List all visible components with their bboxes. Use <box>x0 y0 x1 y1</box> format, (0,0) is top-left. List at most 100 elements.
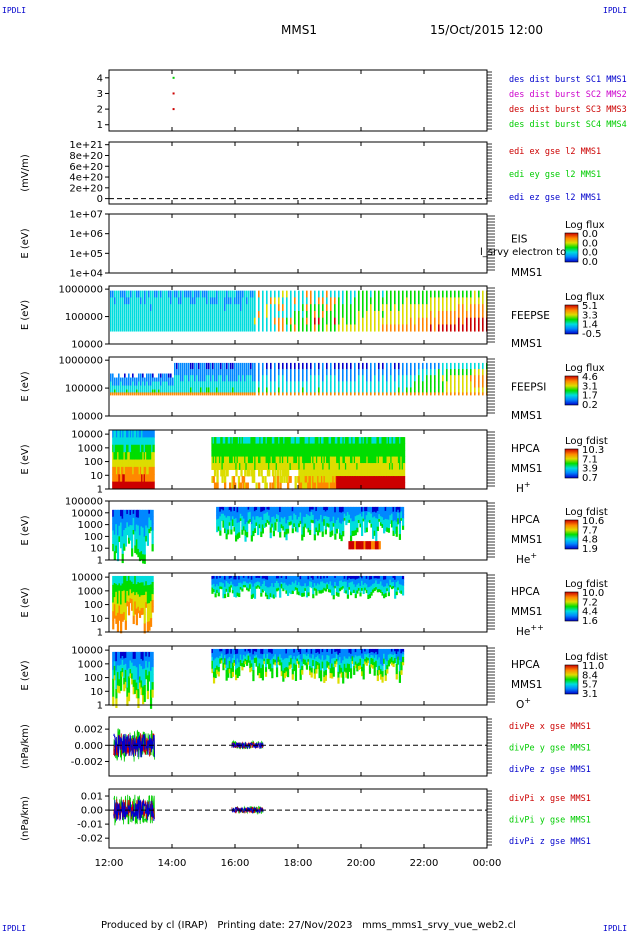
feepse-cell <box>164 290 166 298</box>
hpca-he2-cell <box>263 588 266 591</box>
hpca-h-cell <box>124 481 128 490</box>
hpca-h-cell <box>220 456 223 464</box>
feepse-cell <box>252 304 254 312</box>
hpca-he2-cell <box>271 583 274 588</box>
hpca-o-cell <box>211 656 214 662</box>
feepse-cell <box>422 317 424 325</box>
hpca-he-cell <box>238 527 241 533</box>
hpca-he2-cell <box>312 586 315 591</box>
hpca-h-cell <box>264 443 267 451</box>
hpca-o-cell <box>233 654 236 658</box>
hpca-he2-cell <box>320 584 323 588</box>
hpca-h-cell <box>126 430 129 438</box>
hpca-h-cell <box>355 476 358 483</box>
hpca-he-cell <box>235 506 238 513</box>
hpca-o-cell <box>145 651 148 657</box>
hpca-he-cell <box>275 514 279 517</box>
hpca-he2-cell <box>214 579 217 584</box>
hpca-o-cell <box>216 661 219 666</box>
hpca-h-cell <box>302 463 305 470</box>
feepse-cell <box>244 297 246 305</box>
hpca-h-cell <box>303 469 306 477</box>
hpca-he2-cell <box>121 591 124 600</box>
feepsi-cell <box>184 369 186 376</box>
feepse-cell <box>132 297 134 305</box>
hpca-he-cell <box>368 517 372 521</box>
hpca-h-cell <box>117 437 120 446</box>
hpca-h-cell <box>221 450 224 457</box>
hpca-he-cell <box>151 509 154 518</box>
hpca-he2-cell <box>340 587 343 590</box>
hpca-he-cell <box>378 509 381 513</box>
feepse-cell <box>248 304 250 312</box>
hpca-h-cell <box>344 482 348 490</box>
hpca-he2-cell <box>148 575 151 586</box>
hpca-he2-cell <box>362 584 365 589</box>
hpca-h-cell <box>211 450 214 457</box>
hpca-he2-cell <box>140 588 143 596</box>
hpca-h-cell <box>323 476 326 483</box>
feepsi-cell <box>458 369 460 376</box>
hpca-h-cell <box>240 437 243 444</box>
hpca-h-cell <box>234 437 237 444</box>
hpca-he-hot-cell <box>372 541 376 550</box>
hpca-h-cell <box>389 443 392 451</box>
feepse-cell <box>342 304 344 312</box>
feepsi-cell <box>326 387 328 394</box>
hpca-he2-cell <box>228 581 231 585</box>
hpca-h-cell <box>232 456 236 464</box>
feepse-cell <box>370 317 372 325</box>
hpca-o-cell <box>236 653 239 659</box>
hpca-h-cell <box>133 444 136 453</box>
hpca-h-cell <box>148 459 151 468</box>
feepsi-cell <box>298 387 300 394</box>
hpca-h-cell <box>375 469 378 477</box>
hpca-he-cell <box>146 515 149 523</box>
feepse-cell <box>168 297 170 305</box>
hpca-he-cell <box>359 516 362 521</box>
feepsi-cell <box>164 385 166 390</box>
feepse-cell <box>426 310 428 319</box>
hpca-h-cell <box>244 437 247 444</box>
hpca-he2-cell <box>253 594 257 599</box>
hpca-he2-cell <box>264 582 268 587</box>
hpca-h-cell <box>336 450 339 457</box>
feepse-cell <box>124 310 126 319</box>
hpca-he-cell <box>351 511 354 517</box>
hpca-he2-cell <box>244 577 247 581</box>
hpca-h-cell <box>380 469 383 477</box>
hpca-he2-cell <box>312 594 315 599</box>
hpca-h-cell <box>146 459 149 468</box>
hpca-he-cell <box>340 523 343 530</box>
hpca-h-cell <box>273 482 276 490</box>
hpca-h-cell <box>348 450 352 457</box>
hpca-he-cell <box>305 521 309 526</box>
feepse-cell <box>258 304 260 312</box>
hpca-he2-cell <box>264 575 268 580</box>
feepse-cell <box>120 310 122 319</box>
hpca-h-cell <box>320 456 324 464</box>
feepsi-cell <box>218 369 220 376</box>
hpca-he-cell <box>280 510 283 515</box>
hpca-he2-cell <box>249 582 252 585</box>
hpca-h-cell <box>216 469 219 477</box>
hpca-o-cell <box>127 660 131 669</box>
hpca-he2-cell <box>345 581 348 585</box>
hpca-he2-cell <box>326 580 329 583</box>
hpca-h-cell <box>347 482 350 490</box>
feepsi-cell <box>286 387 288 394</box>
hpca-h-cell <box>305 456 309 464</box>
feepsi-cell <box>398 387 400 394</box>
hpca-he2-cell <box>398 578 401 582</box>
hpca-h-cell <box>142 444 145 453</box>
feepsi-cell <box>194 387 196 394</box>
feepse-cell <box>318 297 320 305</box>
hpca-h-cell <box>298 437 301 444</box>
feepse-cell <box>236 297 238 305</box>
hpca-o-cell <box>126 660 129 671</box>
hpca-he2-cell <box>230 575 233 579</box>
hpca-he-cell <box>305 506 309 511</box>
hpca-he2-cell <box>223 594 227 599</box>
feepse-cell <box>144 304 146 312</box>
feepse-cell <box>224 310 226 319</box>
